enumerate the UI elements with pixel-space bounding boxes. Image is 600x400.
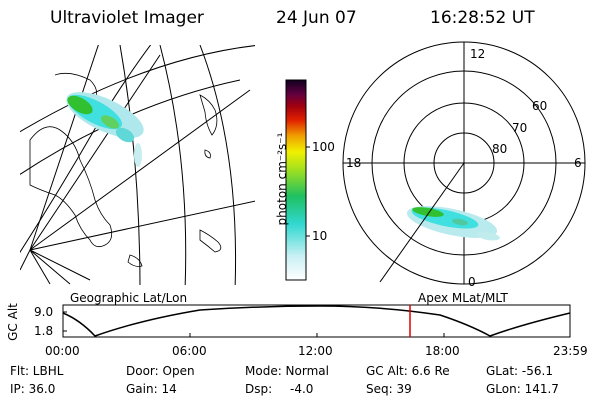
- glon-info: GLon: 141.7: [486, 382, 559, 396]
- mlt-label-0: 0: [468, 275, 476, 289]
- aurora-emission-polar: [406, 206, 500, 241]
- colorbar-tick-100: 100: [312, 140, 335, 154]
- gc-alt-info: GC Alt: 6.6 Re: [366, 364, 450, 378]
- alt-xtick-2359: 23:59: [553, 344, 588, 358]
- flt-info: Flt: LBHL: [10, 364, 64, 378]
- mlt-label-18: 18: [346, 156, 362, 170]
- mlt-label-12: 12: [470, 47, 486, 61]
- apex-label: Apex MLat/MLT: [418, 291, 508, 305]
- colorbar-tick-10: 10: [312, 229, 328, 243]
- dsp-value: -4.0: [290, 382, 314, 396]
- lat-label-60: 60: [532, 99, 548, 113]
- glat-info: GLat: -56.1: [486, 364, 553, 378]
- lat-label-80: 80: [492, 142, 508, 156]
- dsp-label: Dsp:: [245, 382, 273, 396]
- colorbar: [285, 79, 307, 281]
- colorbar-unit-label: photon cm⁻²s⁻¹: [275, 132, 289, 226]
- altitude-plot: [62, 304, 571, 338]
- alt-xtick-0600: 06:00: [172, 344, 207, 358]
- alt-xtick-1200: 12:00: [298, 344, 333, 358]
- door-info: Door: Open: [126, 364, 195, 378]
- gain-info: Gain: 14: [126, 382, 177, 396]
- mode-info: Mode: Normal: [245, 364, 329, 378]
- alt-ylabel: GC Alt: [6, 303, 20, 341]
- date-label: 24 Jun 07: [276, 8, 357, 28]
- app-title: Ultraviolet Imager: [50, 8, 204, 28]
- alt-ytick-9: 9.0: [34, 305, 54, 319]
- alt-xtick-0000: 00:00: [45, 344, 80, 358]
- lat-label-70: 70: [512, 121, 528, 135]
- geographic-label: Geographic Lat/Lon: [70, 291, 188, 305]
- alt-xtick-1800: 18:00: [425, 344, 460, 358]
- seq-info: Seq: 39: [366, 382, 412, 396]
- aurora-emission-map: [66, 92, 144, 167]
- mlt-label-6: 6: [574, 156, 582, 170]
- alt-ytick-1-8: 1.8: [34, 324, 54, 338]
- ip-info: IP: 36.0: [10, 382, 56, 396]
- time-label: 16:28:52 UT: [430, 8, 535, 28]
- geographic-map: [20, 45, 255, 285]
